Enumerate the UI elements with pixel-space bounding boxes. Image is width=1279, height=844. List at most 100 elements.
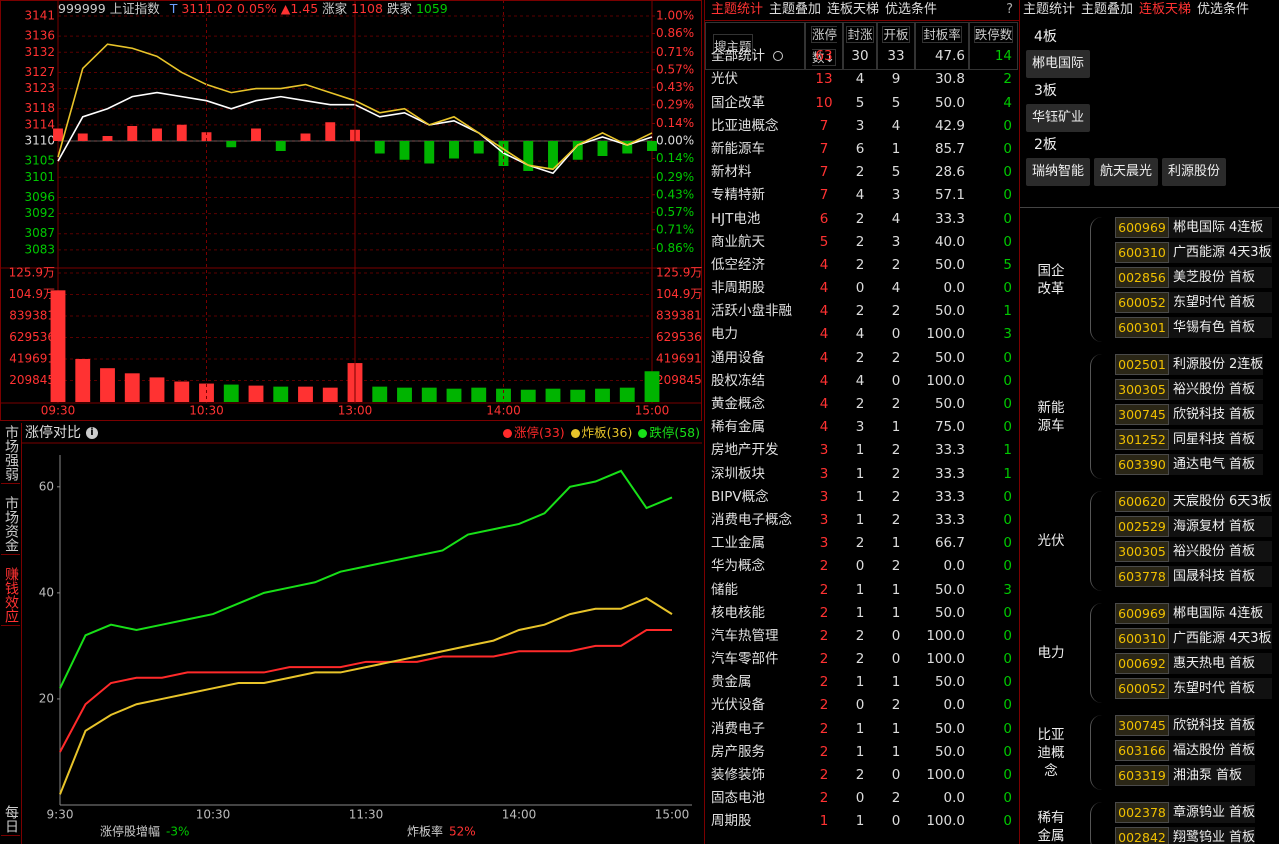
cell: 0 bbox=[1003, 535, 1012, 552]
stock-item[interactable]: 300745 欣锐科技 首板 bbox=[1115, 715, 1256, 736]
cell: 50.0 bbox=[934, 604, 965, 621]
table-row[interactable]: 稀有金属 4 3 1 75.0 0 bbox=[705, 416, 1019, 439]
stock-item[interactable]: 300305 裕兴股份 首板 bbox=[1115, 379, 1264, 400]
table-row[interactable]: 房产服务 2 1 1 50.0 0 bbox=[705, 741, 1019, 764]
stock-button[interactable]: 瑞纳智能 bbox=[1026, 158, 1091, 186]
stock-button[interactable]: 郴电国际 bbox=[1026, 50, 1091, 78]
stock-item[interactable]: 603390 通达电气 首板 bbox=[1115, 454, 1264, 475]
table-row[interactable]: 非周期股 4 0 4 0.0 0 bbox=[705, 277, 1019, 300]
table-row[interactable]: 商业航天 5 2 3 40.0 0 bbox=[705, 231, 1019, 254]
stock-name: 郴电国际 bbox=[1173, 606, 1226, 621]
table-row[interactable]: HJT电池 6 2 4 33.3 0 bbox=[705, 208, 1019, 231]
table-row[interactable]: 光伏设备 2 0 2 0.0 0 bbox=[705, 694, 1019, 717]
stock-item[interactable]: 603166 福达股份 首板 bbox=[1115, 740, 1256, 761]
table-row[interactable]: 消费电子概念 3 1 2 33.3 0 bbox=[705, 509, 1019, 532]
header-cell[interactable]: 跌停数 bbox=[969, 22, 1018, 71]
table-row[interactable]: 汽车热管理 2 2 0 100.0 0 bbox=[705, 625, 1019, 648]
table-row[interactable]: 核电核能 2 1 1 50.0 0 bbox=[705, 602, 1019, 625]
volume-bar bbox=[50, 290, 66, 402]
table-row[interactable]: 深圳板块 3 1 2 33.3 1 bbox=[705, 463, 1019, 486]
header-cell[interactable]: 搜主题 bbox=[705, 22, 805, 71]
table-row[interactable]: 固态电池 2 0 2 0.0 0 bbox=[705, 787, 1019, 810]
table-row[interactable]: 华为概念 2 0 2 0.0 0 bbox=[705, 555, 1019, 578]
stock-button[interactable]: 航天晨光 bbox=[1094, 158, 1159, 186]
table-row[interactable]: 装修装饰 2 2 0 100.0 0 bbox=[705, 764, 1019, 787]
stock-code: 600301 bbox=[1115, 317, 1169, 338]
cell: 85.7 bbox=[934, 140, 965, 157]
table-row[interactable]: 国企改革 10 5 5 50.0 4 bbox=[705, 92, 1019, 115]
tab[interactable]: 主题叠加 bbox=[1081, 2, 1134, 17]
header-cell[interactable]: 开板 bbox=[877, 22, 915, 71]
tab[interactable]: 优选条件 bbox=[1197, 2, 1250, 17]
volume-tick-label: 104.9万 bbox=[656, 287, 702, 301]
side-tab[interactable]: 赚钱效应 bbox=[1, 565, 20, 626]
stock-item[interactable]: 600310 广西能源 4天3板 bbox=[1115, 628, 1272, 649]
table-row[interactable]: 消费电子 2 1 1 50.0 0 bbox=[705, 718, 1019, 741]
stock-item[interactable]: 603319 湘油泵 首板 bbox=[1115, 765, 1256, 786]
stock-name: 郴电国际 bbox=[1173, 220, 1226, 235]
table-row[interactable]: 储能 2 1 1 50.0 3 bbox=[705, 579, 1019, 602]
y2-tick-label: 0.14% bbox=[656, 116, 694, 130]
tab[interactable]: 连板天梯 bbox=[1139, 2, 1192, 17]
stock-item[interactable]: 000692 惠天热电 首板 bbox=[1115, 653, 1272, 674]
stock-item[interactable]: 600969 郴电国际 4连板 bbox=[1115, 217, 1272, 238]
tab[interactable]: 主题叠加 bbox=[769, 2, 822, 17]
y-tick-label: 3136 bbox=[24, 29, 55, 43]
table-row[interactable]: 汽车零部件 2 2 0 100.0 0 bbox=[705, 648, 1019, 671]
table-row[interactable]: 黄金概念 4 2 2 50.0 0 bbox=[705, 393, 1019, 416]
table-row[interactable]: 贵金属 2 1 1 50.0 0 bbox=[705, 671, 1019, 694]
header-cell[interactable]: 封涨 bbox=[843, 22, 877, 71]
tab[interactable]: 主题统计 bbox=[711, 2, 764, 17]
header-cell[interactable]: 涨停数↓ bbox=[805, 22, 843, 71]
stock-item[interactable]: 603778 国晟科技 首板 bbox=[1115, 566, 1272, 587]
stock-button[interactable]: 华钰矿业 bbox=[1026, 104, 1091, 132]
table-row[interactable]: 房地产开发 3 1 2 33.3 1 bbox=[705, 439, 1019, 462]
side-tab[interactable]: 市场资金 bbox=[1, 494, 20, 555]
stock-item[interactable]: 300305 裕兴股份 首板 bbox=[1115, 541, 1272, 562]
table-row[interactable]: 光伏 13 4 9 30.8 2 bbox=[705, 68, 1019, 91]
side-tab[interactable]: 市场强弱 bbox=[1, 423, 20, 484]
table-row[interactable]: 周期股 1 1 0 100.0 0 bbox=[705, 810, 1019, 833]
stock-item[interactable]: 002529 海源复材 首板 bbox=[1115, 516, 1272, 537]
stock-item[interactable]: 600310 广西能源 4天3板 bbox=[1115, 242, 1272, 263]
stock-item[interactable]: 300745 欣锐科技 首板 bbox=[1115, 404, 1264, 425]
tab[interactable]: 优选条件 bbox=[885, 2, 938, 17]
y-tick-label: 3114 bbox=[24, 117, 55, 131]
stock-item[interactable]: 301252 同星科技 首板 bbox=[1115, 429, 1264, 450]
table-row[interactable]: 股权冻结 4 4 0 100.0 0 bbox=[705, 370, 1019, 393]
tab[interactable]: 连板天梯 bbox=[827, 2, 880, 17]
stock-button[interactable]: 利源股份 bbox=[1162, 158, 1227, 186]
table-row[interactable]: 比亚迪概念 7 3 4 42.9 0 bbox=[705, 115, 1019, 138]
stock-item[interactable]: 600052 东望时代 首板 bbox=[1115, 678, 1272, 699]
cell: 1 bbox=[855, 581, 865, 598]
table-row[interactable]: 全部统计 63 30 33 47.6 14 bbox=[705, 45, 1019, 68]
side-tab[interactable]: 每日 bbox=[1, 803, 20, 836]
stock-item[interactable]: 002501 利源股份 2连板 bbox=[1115, 354, 1264, 375]
header-cell[interactable]: 封板率 bbox=[915, 22, 969, 71]
help[interactable]: ? bbox=[1006, 2, 1013, 17]
table-row[interactable]: 电力 4 4 0 100.0 3 bbox=[705, 323, 1019, 346]
stock-item[interactable]: 600052 东望时代 首板 bbox=[1115, 292, 1272, 313]
stock-name: 同星科技 bbox=[1173, 432, 1226, 447]
table-row[interactable]: 通用设备 4 2 2 50.0 0 bbox=[705, 347, 1019, 370]
info-icon[interactable]: i bbox=[86, 427, 98, 439]
momentum-bar bbox=[424, 141, 435, 164]
x-tick-label: 15:00 bbox=[655, 808, 690, 822]
table-row[interactable]: 活跃小盘非融 4 2 2 50.0 1 bbox=[705, 300, 1019, 323]
table-row[interactable]: 新能源车 7 6 1 85.7 0 bbox=[705, 138, 1019, 161]
stock-item[interactable]: 600301 华锡有色 首板 bbox=[1115, 317, 1272, 338]
cell: 0 bbox=[1003, 604, 1012, 621]
table-row[interactable]: 新材料 7 2 5 28.6 0 bbox=[705, 161, 1019, 184]
table-row[interactable]: 专精特新 7 4 3 57.1 0 bbox=[705, 184, 1019, 207]
tab[interactable]: 主题统计 bbox=[1023, 2, 1076, 17]
stock-item[interactable]: 600620 天宸股份 6天3板 bbox=[1115, 491, 1272, 512]
table-row[interactable]: 工业金属 3 2 1 66.7 0 bbox=[705, 532, 1019, 555]
table-row[interactable]: BIPV概念 3 1 2 33.3 0 bbox=[705, 486, 1019, 509]
stock-item[interactable]: 002842 翔鹭钨业 首板 bbox=[1115, 827, 1256, 844]
y-tick-label: 3110 bbox=[24, 134, 55, 148]
stock-item[interactable]: 600969 郴电国际 4连板 bbox=[1115, 603, 1272, 624]
table-row[interactable]: 低空经济 4 2 2 50.0 5 bbox=[705, 254, 1019, 277]
header-text: 搜主题 bbox=[713, 33, 753, 59]
stock-item[interactable]: 002856 美芝股份 首板 bbox=[1115, 267, 1272, 288]
stock-item[interactable]: 002378 章源钨业 首板 bbox=[1115, 802, 1256, 823]
